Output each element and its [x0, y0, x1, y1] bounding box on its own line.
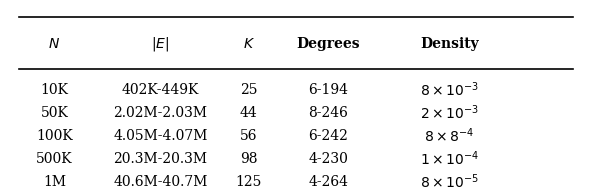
Text: $|E|$: $|E|$: [152, 35, 170, 53]
Text: 4-230: 4-230: [308, 152, 348, 166]
Text: 50K: 50K: [40, 106, 68, 120]
Text: 1M: 1M: [43, 175, 66, 189]
Text: 10K: 10K: [40, 83, 69, 97]
Text: $1 \times 10^{-4}$: $1 \times 10^{-4}$: [420, 150, 479, 168]
Text: 56: 56: [240, 129, 258, 143]
Text: $8 \times 8^{-4}$: $8 \times 8^{-4}$: [424, 127, 474, 145]
Text: $2 \times 10^{-3}$: $2 \times 10^{-3}$: [420, 103, 479, 122]
Text: 100K: 100K: [36, 129, 73, 143]
Text: $8 \times 10^{-5}$: $8 \times 10^{-5}$: [420, 173, 479, 191]
Text: $8 \times 10^{-3}$: $8 \times 10^{-3}$: [420, 81, 479, 99]
Text: 2.02M-2.03M: 2.02M-2.03M: [114, 106, 207, 120]
Text: 4.05M-4.07M: 4.05M-4.07M: [113, 129, 208, 143]
Text: 6-242: 6-242: [308, 129, 348, 143]
Text: 40.6M-40.7M: 40.6M-40.7M: [113, 175, 208, 189]
Text: 44: 44: [240, 106, 258, 120]
Text: Degrees: Degrees: [297, 37, 360, 51]
Text: 402K-449K: 402K-449K: [122, 83, 199, 97]
Text: 98: 98: [240, 152, 258, 166]
Text: $N$: $N$: [49, 37, 60, 51]
Text: 20.3M-20.3M: 20.3M-20.3M: [114, 152, 207, 166]
Text: 125: 125: [236, 175, 262, 189]
Text: 6-194: 6-194: [308, 83, 349, 97]
Text: Density: Density: [420, 37, 478, 51]
Text: $K$: $K$: [243, 37, 255, 51]
Text: 500K: 500K: [36, 152, 73, 166]
Text: 4-264: 4-264: [308, 175, 349, 189]
Text: 8-246: 8-246: [308, 106, 348, 120]
Text: 25: 25: [240, 83, 258, 97]
